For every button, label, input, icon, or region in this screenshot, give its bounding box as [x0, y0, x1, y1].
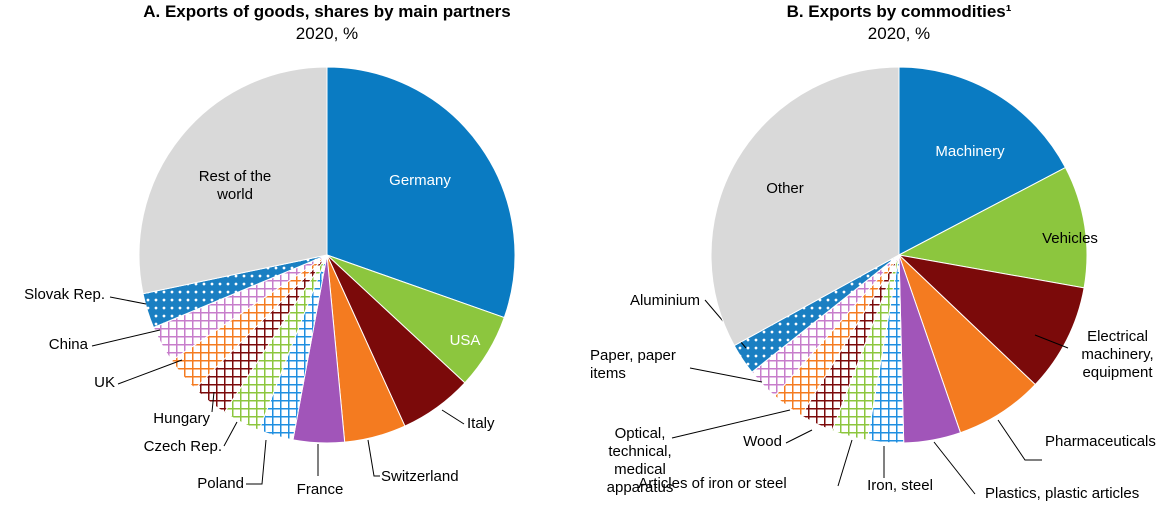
pie-slice [898, 66, 1067, 256]
slice-label: Switzerland [381, 468, 459, 485]
slice-label: Germany [389, 172, 451, 189]
leader-line [671, 409, 791, 439]
leader-line [441, 409, 465, 425]
pie-slice [138, 66, 328, 295]
leader-line [1034, 334, 1069, 349]
slice-label: Machinery [935, 143, 1005, 160]
leader-line [689, 367, 763, 383]
slice-label: Slovak Rep. [24, 286, 105, 303]
pie-slice [710, 66, 900, 347]
slice-label: Rest of the world [198, 168, 272, 203]
slice-label: Aluminium [629, 292, 700, 309]
leader-line [367, 439, 380, 477]
pie-slice [897, 254, 1085, 386]
slice-label: Other [766, 180, 804, 197]
slice-label: USA [449, 332, 481, 349]
slice-label: France [296, 481, 344, 498]
leader-line [91, 329, 161, 347]
slice-label: Pharmaceuticals [1045, 433, 1156, 450]
leader-line [933, 441, 976, 495]
chart-title: B. Exports by commodities¹ [786, 2, 1012, 21]
slice-label: Poland [197, 475, 244, 492]
slice-label: Iron, steel [867, 477, 933, 494]
slice-label: Articles of iron or steel [638, 475, 787, 492]
slice-label: China [48, 336, 88, 353]
slice-label: Vehicles [1042, 230, 1098, 247]
slice-label: Paper, paper items [590, 347, 676, 382]
leader-line [997, 419, 1042, 461]
chart-subtitle: 2020, % [867, 24, 931, 43]
slice-label: Plastics, plastic articles [985, 485, 1140, 502]
slice-label: UK [94, 374, 115, 391]
pie-slice [326, 66, 516, 319]
leader-line [109, 296, 147, 305]
slice-label: Czech Rep. [143, 438, 222, 455]
leader-line [223, 421, 238, 447]
slice-label: Wood [743, 433, 782, 450]
leader-line [837, 439, 853, 487]
leader-line [211, 391, 215, 413]
leader-line [785, 429, 813, 444]
chart-title: A. Exports of goods, shares by main part… [143, 2, 511, 21]
pie-slice [897, 166, 1088, 289]
slice-label: Optical, technical, medical apparatus [606, 425, 674, 496]
slice-label: Electrical machinery, equipment [1081, 328, 1154, 381]
chart-subtitle: 2020, % [295, 24, 359, 43]
slice-label: Italy [467, 415, 495, 432]
leader-line [246, 439, 267, 485]
leader-line [117, 359, 183, 385]
slice-label: Hungary [153, 410, 210, 427]
